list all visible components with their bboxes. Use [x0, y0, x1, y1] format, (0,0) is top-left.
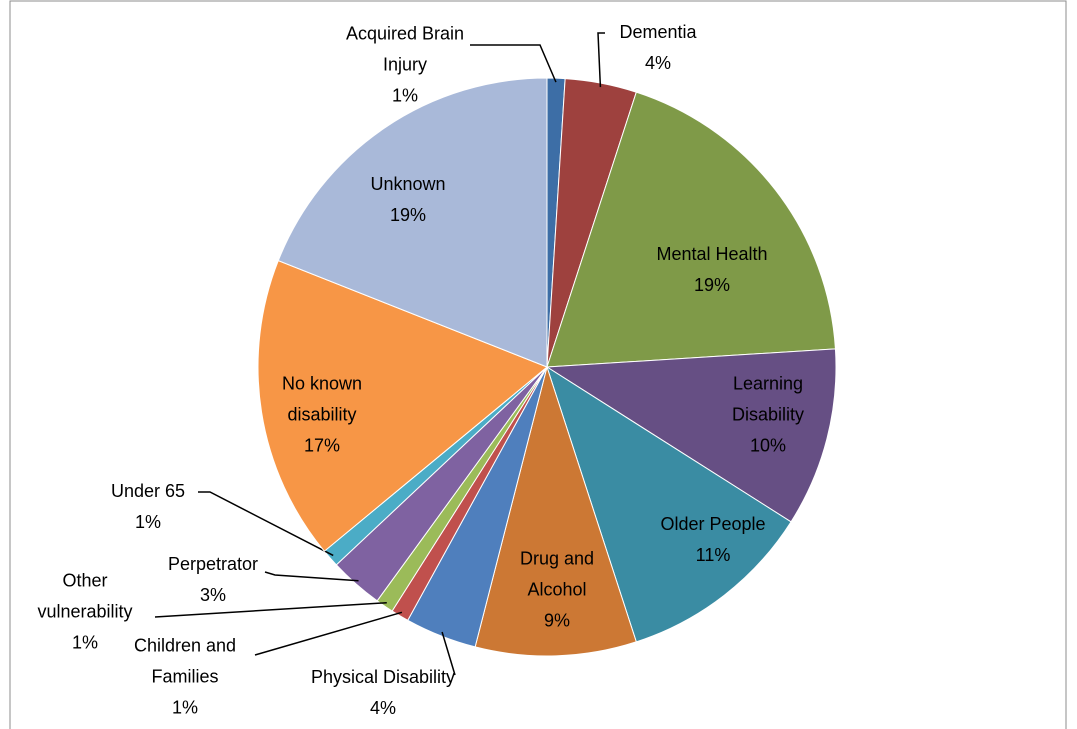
- pie-slice: [546, 91, 836, 368]
- leader-line: [470, 44, 557, 83]
- slice-name: Children and Families: [133, 635, 237, 687]
- slice-name: Perpetrator: [167, 554, 259, 574]
- leader-line: [254, 611, 403, 656]
- slice-value: 17%: [303, 435, 341, 456]
- pie-slice: [257, 259, 548, 552]
- slice-name: Unknown: [370, 174, 446, 194]
- pie-slice: [277, 77, 548, 368]
- slice-label: Mental Health 19%: [627, 239, 797, 301]
- slice-name: Other vulnerability: [37, 570, 133, 622]
- slice-name: Learning Disability: [731, 373, 805, 425]
- leader-line: [441, 631, 456, 676]
- chart-frame: [9, 0, 1067, 729]
- pie-slice: [474, 365, 637, 657]
- slice-name: Acquired Brain Injury: [345, 23, 465, 75]
- pie-slice: [546, 365, 792, 643]
- slice-name: Under 65: [110, 481, 186, 501]
- slice-label: No known disability 17%: [262, 369, 382, 462]
- leader-line: [198, 491, 334, 557]
- slice-label: Unknown 19%: [338, 169, 478, 231]
- slice-label: Acquired Brain Injury 1%: [330, 19, 480, 112]
- slice-label: Drug and Alcohol 9%: [507, 544, 607, 637]
- slice-value: 11%: [695, 545, 731, 565]
- slice-value: 1%: [171, 697, 198, 718]
- leader-line: [154, 601, 387, 618]
- slice-value: 4%: [644, 53, 671, 73]
- slice-label: Dementia 4%: [603, 17, 713, 79]
- slice-value: 1%: [71, 632, 98, 653]
- slice-value: 10%: [749, 435, 787, 456]
- slice-name: Drug and Alcohol: [519, 548, 595, 600]
- pie-slice: [545, 348, 837, 523]
- slice-name: Dementia: [619, 22, 697, 42]
- leader-line: [597, 32, 605, 88]
- slice-value: 19%: [693, 275, 731, 295]
- slice-label: Older People 11%: [628, 509, 798, 571]
- slice-label: Learning Disability 10%: [716, 369, 821, 462]
- slice-value: 4%: [369, 698, 396, 718]
- slice-value: 1%: [134, 512, 161, 532]
- slice-value: 19%: [389, 205, 427, 225]
- slice-label: Perpetrator 3%: [153, 549, 273, 611]
- slice-value: 3%: [199, 585, 226, 605]
- slice-label: Under 65 1%: [98, 476, 198, 538]
- slice-name: No known disability: [281, 373, 363, 425]
- slice-label: Physical Disability 4%: [268, 662, 498, 724]
- slice-value: 9%: [543, 610, 570, 631]
- slice-name: Mental Health: [656, 244, 768, 264]
- slice-label: Children and Families 1%: [123, 631, 248, 724]
- slice-label: Other vulnerability 1%: [25, 566, 145, 659]
- slice-name: Physical Disability: [310, 667, 456, 687]
- slice-name: Older People: [660, 514, 766, 534]
- slice-value: 1%: [391, 85, 418, 106]
- leader-line: [264, 571, 359, 582]
